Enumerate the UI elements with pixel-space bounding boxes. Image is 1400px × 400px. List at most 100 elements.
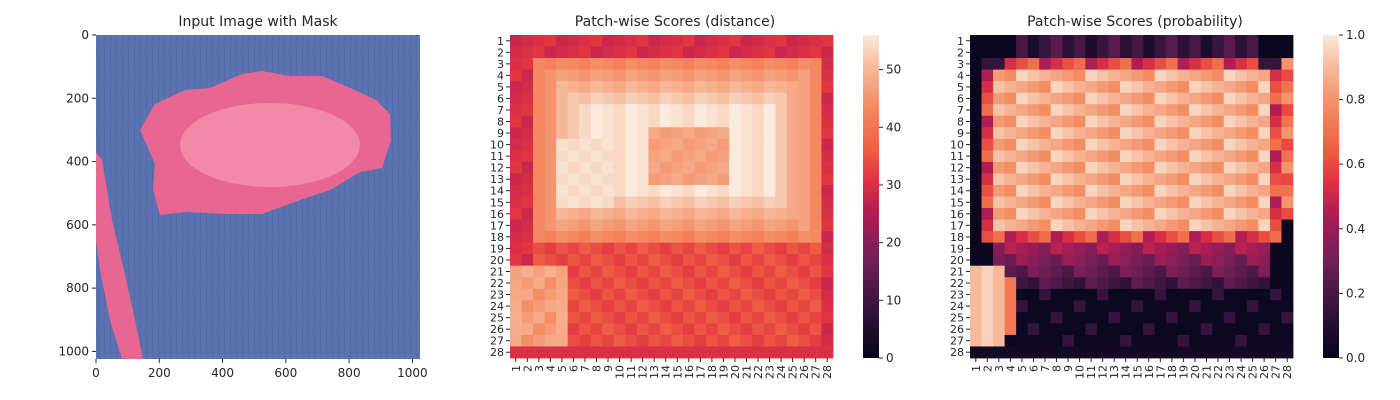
heatmap-cell bbox=[821, 150, 834, 163]
heatmap-cell bbox=[1154, 323, 1167, 336]
heatmap-cell bbox=[1131, 46, 1144, 59]
heatmap-cell bbox=[970, 115, 982, 128]
heatmap-cell bbox=[821, 242, 834, 255]
heatmap-cell bbox=[1189, 346, 1202, 359]
heatmap-cell bbox=[775, 184, 788, 197]
heatmap-cell bbox=[1119, 92, 1132, 105]
heatmap-cell bbox=[683, 184, 695, 197]
probability-heatmap-panel: Patch-wise Scores (probability) 12345678… bbox=[950, 14, 1365, 379]
heatmap-cell bbox=[1039, 311, 1052, 324]
heatmap-cell bbox=[1050, 92, 1063, 105]
heatmap-cell bbox=[521, 46, 534, 59]
x-tick-label: 24 bbox=[1235, 365, 1248, 379]
heatmap-cell bbox=[613, 69, 626, 82]
heatmap-cell bbox=[763, 288, 776, 301]
heatmap-cell bbox=[1166, 334, 1179, 347]
heatmap-cell bbox=[798, 58, 811, 71]
heatmap-cell bbox=[510, 104, 522, 117]
heatmap-cell bbox=[567, 81, 580, 94]
heatmap-cell bbox=[752, 173, 765, 186]
heatmap-cell bbox=[981, 334, 994, 347]
heatmap-cell bbox=[671, 334, 684, 347]
heatmap-cell bbox=[752, 231, 765, 244]
heatmap-cell bbox=[1096, 46, 1109, 59]
heatmap-cell bbox=[683, 288, 695, 301]
heatmap-cell bbox=[1223, 58, 1236, 71]
heatmap-cell bbox=[533, 254, 546, 267]
distance-heatmap-title: Patch-wise Scores (distance) bbox=[575, 14, 775, 30]
heatmap-cell bbox=[1073, 115, 1086, 128]
heatmap-cell bbox=[1177, 334, 1190, 347]
heatmap-cell bbox=[981, 231, 994, 244]
heatmap-cell bbox=[648, 138, 661, 151]
heatmap-cell bbox=[752, 300, 765, 313]
heatmap-cell bbox=[1062, 69, 1075, 82]
heatmap-cell bbox=[613, 46, 626, 59]
heatmap-cell bbox=[521, 127, 534, 140]
heatmap-cell bbox=[671, 127, 684, 140]
heatmap-cell bbox=[1108, 219, 1121, 232]
heatmap-cell bbox=[981, 104, 994, 117]
heatmap-cell bbox=[636, 254, 649, 267]
heatmap-cell bbox=[1200, 196, 1213, 209]
heatmap-cell bbox=[1131, 92, 1144, 105]
heatmap-cell bbox=[763, 231, 776, 244]
heatmap-cell bbox=[1269, 92, 1282, 105]
heatmap-cell bbox=[981, 69, 994, 82]
heatmap-cell bbox=[567, 104, 580, 117]
heatmap-cell bbox=[1189, 323, 1202, 336]
heatmap-cell bbox=[1258, 46, 1271, 59]
heatmap-cell bbox=[1281, 46, 1294, 59]
y-tick-label: 19 bbox=[950, 242, 964, 255]
y-tick-label: 6 bbox=[957, 92, 964, 105]
heatmap-cell bbox=[1212, 300, 1225, 313]
heatmap-cell bbox=[1108, 254, 1121, 267]
heatmap-cell bbox=[625, 288, 638, 301]
x-tick-label: 4 bbox=[1004, 365, 1017, 372]
heatmap-cell bbox=[775, 150, 788, 163]
heatmap-cell bbox=[1131, 58, 1144, 71]
heatmap-cell bbox=[1016, 311, 1029, 324]
heatmap-cell bbox=[1073, 300, 1086, 313]
heatmap-cell bbox=[1200, 219, 1213, 232]
heatmap-cell bbox=[752, 58, 765, 71]
heatmap-cell bbox=[1189, 311, 1202, 324]
heatmap-cell bbox=[1189, 242, 1202, 255]
heatmap-cell bbox=[1200, 231, 1213, 244]
x-tick-label: 16 bbox=[1143, 365, 1156, 379]
heatmap-cell bbox=[1223, 219, 1236, 232]
heatmap-cell bbox=[567, 69, 580, 82]
heatmap-cell bbox=[993, 300, 1006, 313]
heatmap-cell bbox=[567, 219, 580, 232]
heatmap-cell bbox=[981, 150, 994, 163]
heatmap-cell bbox=[1154, 208, 1167, 220]
heatmap-cell bbox=[1269, 196, 1282, 209]
heatmap-cell bbox=[809, 138, 822, 151]
heatmap-cell bbox=[775, 173, 788, 186]
heatmap-cell bbox=[579, 115, 592, 128]
x-tick-label: 20 bbox=[729, 365, 742, 379]
heatmap-cell bbox=[521, 150, 534, 163]
heatmap-cell bbox=[1258, 138, 1271, 151]
heatmap-cell bbox=[717, 150, 730, 163]
heatmap-cell bbox=[1108, 127, 1121, 140]
heatmap-cell bbox=[1119, 69, 1132, 82]
heatmap-cell bbox=[981, 219, 994, 232]
heatmap-cell bbox=[1177, 81, 1190, 94]
heatmap-cell bbox=[510, 231, 522, 244]
heatmap-cell bbox=[1177, 242, 1190, 255]
mask-region-main bbox=[140, 71, 391, 215]
y-tick-label: 2 bbox=[957, 46, 964, 59]
heatmap-cell bbox=[1096, 196, 1109, 209]
heatmap-cell bbox=[659, 115, 672, 128]
heatmap-cell bbox=[659, 311, 672, 324]
heatmap-cell bbox=[798, 196, 811, 209]
x-tick-label: 8 bbox=[1051, 365, 1064, 372]
heatmap-cell bbox=[1016, 334, 1029, 347]
heatmap-cell bbox=[1212, 127, 1225, 140]
x-tick-label: 200 bbox=[148, 366, 171, 380]
heatmap-cell bbox=[567, 150, 580, 163]
heatmap-cell bbox=[1073, 161, 1086, 174]
heatmap-cell bbox=[1143, 288, 1155, 301]
heatmap-cell bbox=[567, 242, 580, 255]
